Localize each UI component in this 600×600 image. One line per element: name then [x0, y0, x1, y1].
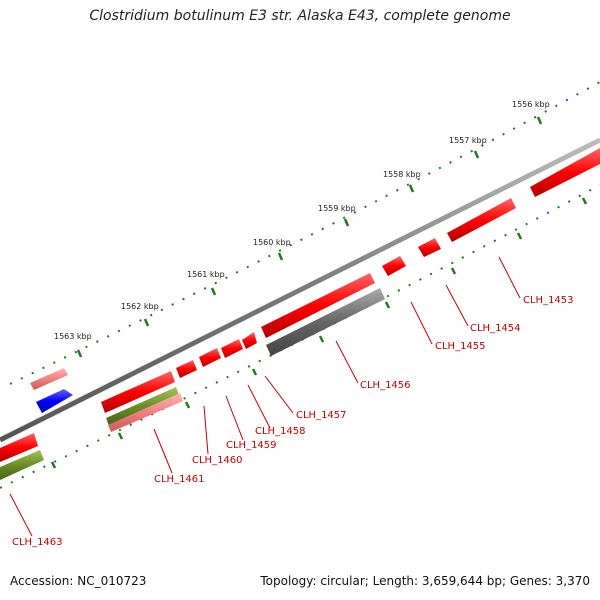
gene-pink-forward — [30, 368, 68, 390]
gene-red — [176, 360, 197, 378]
gene-olive — [0, 450, 44, 480]
kbp-label: 1559 kbp — [318, 204, 356, 213]
gene-label: CLH_1454 — [470, 323, 521, 334]
gene-red — [418, 238, 441, 257]
accession-text: Accession: NC_010723 — [10, 574, 147, 588]
kbp-label: 1558 kbp — [383, 170, 421, 179]
inner-major-ticks — [50, 197, 588, 469]
gene-red — [221, 339, 243, 358]
kbp-label: 1557 kbp — [449, 136, 487, 145]
gene-gray — [266, 288, 385, 356]
gene-pink — [108, 393, 183, 432]
kbp-label: 1563 kbp — [54, 332, 92, 341]
gene-red — [199, 348, 221, 367]
genome-backbone — [0, 137, 600, 443]
gene-label: CLH_1456 — [360, 380, 411, 391]
gene-label: CLH_1461 — [154, 474, 205, 485]
gene-red — [261, 273, 375, 338]
gene-label: CLH_1458 — [255, 426, 306, 437]
kbp-label: 1561 kbp — [187, 270, 225, 279]
gene-red — [0, 433, 38, 462]
map-title: Clostridium botulinum E3 str. Alaska E43… — [89, 8, 511, 24]
gene-red — [382, 256, 406, 276]
kbp-label: 1556 kbp — [512, 100, 550, 109]
gene-label: CLH_1463 — [12, 537, 63, 548]
gene-label: CLH_1453 — [523, 295, 574, 306]
genome-summary-text: Topology: circular; Length: 3,659,644 bp… — [260, 574, 590, 588]
gene-blue-forward — [36, 389, 73, 413]
gene-label: CLH_1455 — [435, 341, 486, 352]
gene-red — [447, 198, 516, 242]
gene-red — [530, 148, 600, 197]
kbp-label: 1562 kbp — [121, 302, 159, 311]
gene-label: CLH_1459 — [226, 440, 277, 451]
gene-red — [101, 371, 175, 413]
gene-olive — [106, 387, 179, 426]
gene-red — [242, 332, 257, 349]
outer-major-ticks — [76, 116, 543, 358]
gene-label: CLH_1457 — [296, 410, 347, 421]
label-leader-lines — [9, 256, 521, 537]
kbp-label: 1560 kbp — [253, 238, 291, 247]
gene-label: CLH_1460 — [192, 455, 243, 466]
